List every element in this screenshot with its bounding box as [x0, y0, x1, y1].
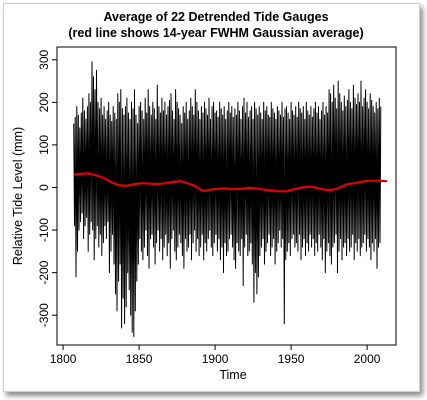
x-axis-label: Time	[219, 368, 246, 382]
y-tick-label: -300	[37, 303, 51, 327]
x-tick-label: 1900	[202, 352, 229, 366]
y-tick-label: -100	[37, 218, 51, 242]
y-tick-label: 200	[37, 92, 51, 112]
x-tick-label: 2000	[354, 352, 381, 366]
y-tick-label: -200	[37, 260, 51, 284]
chart-frame: Average of 22 Detrended Tide Gauges (red…	[3, 3, 420, 392]
x-tick-label: 1800	[50, 352, 77, 366]
y-tick-label: 300	[37, 49, 51, 69]
x-tick-label: 1950	[278, 352, 305, 366]
chart-title: Average of 22 Detrended Tide Gauges	[103, 10, 328, 24]
tide-gauge-chart: Average of 22 Detrended Tide Gauges (red…	[11, 10, 397, 382]
y-tick-label: 0	[37, 184, 51, 191]
y-axis-label: Relative Tide Level (mm)	[11, 127, 25, 265]
y-tick-label: 100	[37, 135, 51, 155]
x-tick-label: 1850	[126, 352, 153, 366]
series-raw-line	[73, 61, 382, 337]
plot-area	[73, 61, 387, 337]
series-smoothed-line	[73, 172, 387, 193]
chart-subtitle: (red line shows 14-year FWHM Gaussian av…	[68, 26, 363, 40]
plot-box	[56, 46, 397, 346]
axes: 1800 1850 1900 1950 2000 -300 -200 -100 0 100 200 3…	[37, 49, 381, 366]
